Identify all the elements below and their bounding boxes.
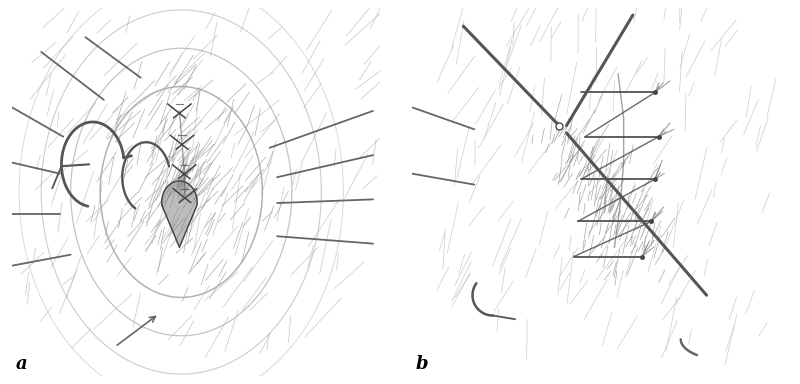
Polygon shape <box>162 181 197 247</box>
Text: b: b <box>415 355 428 372</box>
Text: a: a <box>15 355 27 372</box>
